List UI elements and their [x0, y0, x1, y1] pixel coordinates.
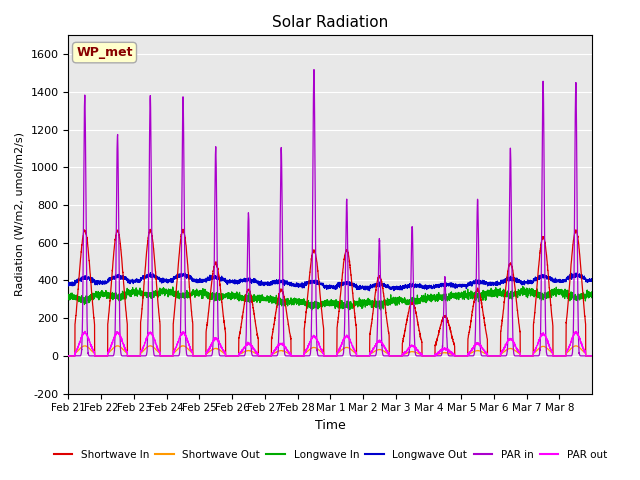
Shortwave Out	[179, 343, 187, 348]
Longwave Out	[513, 278, 521, 284]
Shortwave Out	[173, 347, 181, 353]
PAR out	[173, 342, 181, 348]
Longwave Out	[173, 275, 181, 280]
Line: Longwave Out: Longwave Out	[68, 273, 592, 291]
PAR in	[310, 67, 318, 72]
Longwave Out	[378, 280, 385, 286]
Longwave In	[378, 301, 385, 307]
PAR in	[378, 336, 385, 342]
Longwave In	[500, 287, 508, 292]
Shortwave Out	[349, 349, 357, 355]
Shortwave Out	[474, 348, 482, 354]
PAR out	[500, 346, 508, 351]
PAR out	[588, 353, 596, 359]
PAR in	[513, 353, 521, 359]
Shortwave Out	[65, 353, 72, 359]
PAR in	[500, 353, 508, 359]
Longwave In	[349, 303, 357, 309]
PAR in	[65, 353, 72, 359]
Shortwave In	[513, 304, 521, 310]
Shortwave In	[349, 300, 357, 305]
Line: Longwave In: Longwave In	[68, 287, 592, 310]
Shortwave Out	[500, 349, 508, 355]
Longwave Out	[474, 277, 482, 283]
PAR out	[65, 353, 72, 359]
Line: PAR out: PAR out	[68, 331, 592, 356]
Shortwave In	[173, 278, 181, 284]
Shortwave Out	[513, 349, 521, 355]
Longwave Out	[365, 288, 373, 294]
Shortwave In	[179, 227, 187, 232]
Shortwave In	[378, 278, 385, 284]
Longwave Out	[500, 279, 508, 285]
Longwave In	[474, 294, 482, 300]
PAR out	[474, 340, 482, 346]
PAR in	[173, 353, 181, 359]
Longwave In	[173, 289, 181, 295]
Longwave In	[513, 291, 521, 297]
Legend: Shortwave In, Shortwave Out, Longwave In, Longwave Out, PAR in, PAR out: Shortwave In, Shortwave Out, Longwave In…	[49, 445, 611, 464]
Line: Shortwave In: Shortwave In	[68, 229, 592, 356]
Longwave In	[588, 290, 596, 296]
Longwave In	[519, 284, 527, 289]
X-axis label: Time: Time	[315, 419, 346, 432]
Y-axis label: Radiation (W/m2, umol/m2/s): Radiation (W/m2, umol/m2/s)	[15, 132, 25, 297]
Shortwave In	[588, 353, 596, 359]
Longwave Out	[65, 280, 72, 286]
Line: Shortwave Out: Shortwave Out	[68, 346, 592, 356]
Line: PAR in: PAR in	[68, 70, 592, 356]
PAR in	[349, 353, 357, 359]
Shortwave Out	[378, 347, 385, 353]
Shortwave In	[474, 288, 482, 294]
PAR out	[513, 347, 521, 352]
PAR out	[378, 341, 385, 347]
PAR in	[588, 353, 596, 359]
Longwave In	[308, 307, 316, 313]
Title: Solar Radiation: Solar Radiation	[272, 15, 388, 30]
Shortwave In	[500, 306, 508, 312]
PAR in	[474, 198, 482, 204]
Shortwave In	[65, 353, 72, 359]
PAR out	[81, 328, 89, 334]
Text: WP_met: WP_met	[76, 46, 132, 59]
Longwave Out	[147, 270, 154, 276]
Longwave Out	[588, 276, 596, 282]
Shortwave Out	[588, 353, 596, 359]
Longwave Out	[349, 284, 357, 289]
PAR out	[349, 345, 357, 350]
Longwave In	[65, 295, 72, 300]
